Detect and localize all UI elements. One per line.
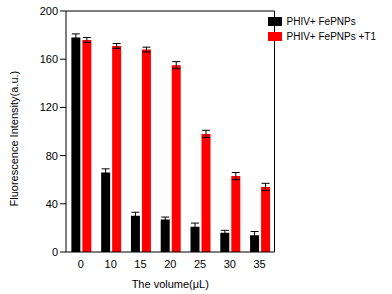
svg-text:Fluorescence Intensity(a.u.): Fluorescence Intensity(a.u.) — [8, 71, 20, 207]
svg-text:0: 0 — [52, 246, 58, 258]
svg-text:160: 160 — [40, 53, 58, 65]
svg-text:15: 15 — [134, 258, 146, 270]
html-text:PHIV+ FePNPs: PHIV+ FePNPs — [286, 16, 356, 27]
svg-text:120: 120 — [40, 101, 58, 113]
svg-text:The volume(μL): The volume(μL) — [132, 278, 209, 290]
svg-text:35: 35 — [253, 258, 265, 270]
svg-text:40: 40 — [46, 198, 58, 210]
svg-text:20: 20 — [164, 258, 176, 270]
svg-text:30: 30 — [224, 258, 236, 270]
svg-text:80: 80 — [46, 150, 58, 162]
svg-text:200: 200 — [40, 5, 58, 17]
html-text:PHIV+ FePNPs +T1: PHIV+ FePNPs +T1 — [286, 31, 376, 42]
svg-text:0: 0 — [78, 258, 84, 270]
svg-text:10: 10 — [105, 258, 117, 270]
svg-text:25: 25 — [194, 258, 206, 270]
